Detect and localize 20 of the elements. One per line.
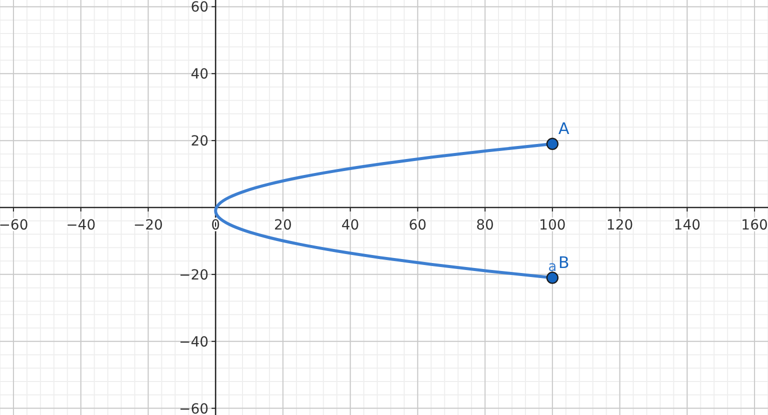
x-tick-label: −60 [0,218,28,234]
y-tick-label: 60 [190,0,209,16]
y-tick-label: 40 [190,66,209,83]
series-label: A [558,118,570,138]
x-tick-label: 120 [606,218,634,234]
y-tick-label: 20 [190,134,209,150]
x-tick-label: 100 [539,218,566,234]
x-tick-label: 40 [341,218,360,234]
y-tick-label: −20 [179,267,209,284]
x-tick-label: 140 [674,218,701,234]
y-tick-label: −60 [179,401,209,415]
x-tick-label: 60 [408,218,427,234]
x-tick-label: 80 [476,218,494,234]
x-tick-label: −40 [66,218,96,234]
y-tick-label: −40 [179,334,209,350]
x-tick-label: −20 [133,218,163,234]
annotation: a [548,259,557,276]
series-label: B [558,252,570,272]
x-tick-label: 160 [741,218,768,234]
x-tick-label: 20 [274,218,292,234]
